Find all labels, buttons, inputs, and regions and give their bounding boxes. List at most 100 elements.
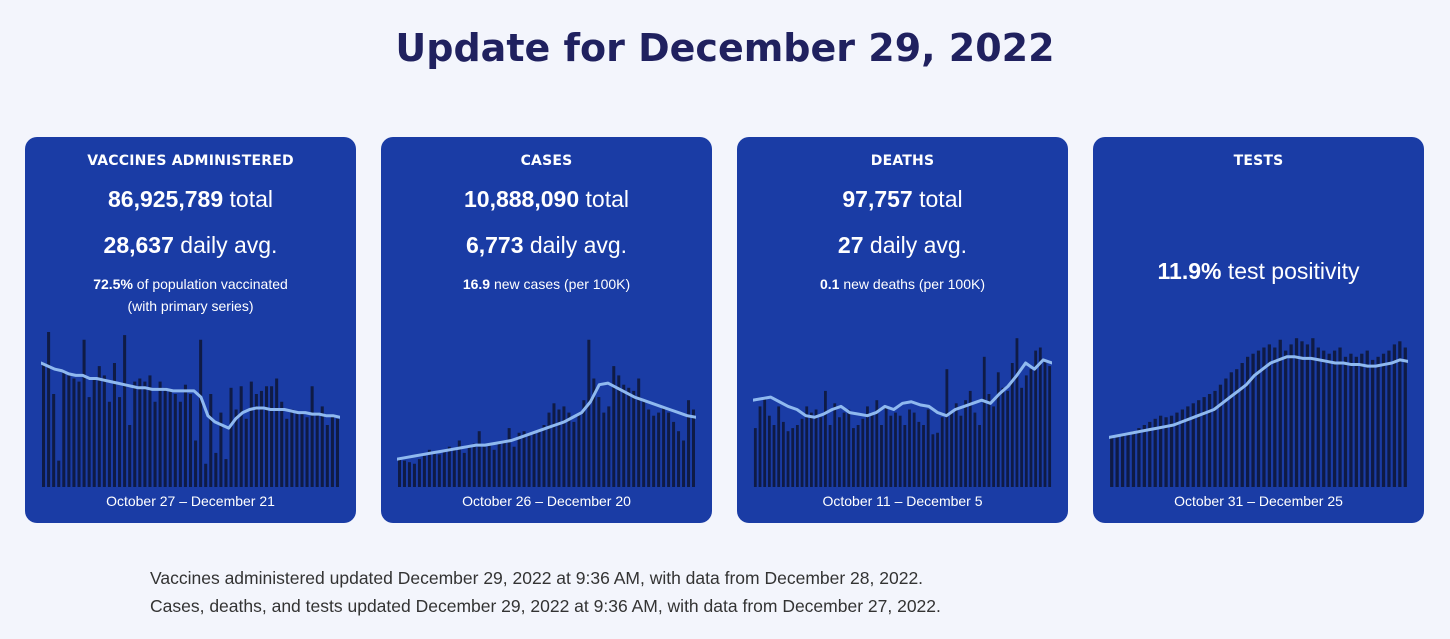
bar — [1137, 428, 1141, 487]
bar — [763, 397, 767, 487]
trend-line — [1109, 355, 1408, 439]
vaccines-update-note: Vaccines administered updated December 2… — [150, 568, 924, 588]
bar — [791, 428, 795, 487]
bar — [1164, 417, 1168, 487]
bar — [290, 409, 294, 487]
bar — [889, 415, 893, 487]
bar — [265, 386, 269, 487]
bar — [852, 428, 855, 487]
bar — [320, 406, 324, 487]
bar — [908, 409, 911, 487]
bar — [662, 406, 666, 487]
date-range: October 27 – December 21 — [106, 493, 275, 509]
bar — [254, 394, 258, 487]
bar — [870, 412, 874, 487]
bar — [325, 425, 329, 487]
bar — [1120, 434, 1125, 487]
bar — [597, 397, 601, 487]
bar — [447, 446, 451, 487]
positivity-suffix: test positivity — [1221, 258, 1360, 284]
bar — [912, 412, 916, 487]
cases-update-note: Cases, deaths, and tests updated Decembe… — [150, 596, 941, 616]
bar — [602, 412, 606, 487]
bar — [1354, 356, 1358, 487]
bar — [457, 440, 461, 487]
bar — [229, 387, 233, 487]
bar — [687, 400, 691, 487]
bar — [959, 415, 963, 487]
bar — [522, 431, 526, 487]
bar — [442, 451, 446, 487]
bar — [1349, 353, 1353, 487]
bar — [1300, 341, 1304, 487]
bar — [842, 412, 846, 487]
bar — [173, 394, 177, 487]
bar — [622, 384, 626, 487]
bar — [1043, 359, 1047, 487]
positivity-value: 11.9% — [1157, 258, 1222, 284]
bar — [497, 443, 501, 487]
bar — [1010, 363, 1014, 487]
bar — [587, 339, 591, 487]
bar — [772, 425, 776, 487]
bar — [214, 452, 218, 487]
deaths-chart — [753, 338, 1052, 487]
total-suffix: total — [223, 186, 274, 212]
bar — [1381, 353, 1386, 487]
bar — [87, 397, 91, 487]
bar — [810, 412, 813, 487]
card-title: VACCINES ADMINISTERED — [87, 153, 294, 169]
tests-chart — [1109, 338, 1408, 487]
bar — [1392, 344, 1397, 487]
bar — [507, 428, 511, 487]
bar — [249, 381, 253, 487]
avg-suffix: daily avg. — [523, 232, 628, 258]
bar — [1251, 353, 1255, 487]
bar — [805, 406, 809, 487]
bar — [407, 462, 411, 487]
bar — [800, 418, 804, 487]
bar — [1376, 356, 1380, 487]
bar — [1213, 390, 1217, 487]
total-stat: 97,757 total — [737, 186, 1068, 213]
bar — [667, 412, 671, 487]
bar — [1006, 390, 1010, 487]
bar — [1207, 394, 1212, 487]
bar — [572, 421, 576, 487]
cases-chart — [397, 339, 696, 487]
bar — [1240, 363, 1244, 487]
bar — [931, 434, 935, 487]
avg-value: 28,637 — [103, 232, 174, 258]
bar — [487, 445, 491, 487]
bar — [224, 459, 228, 487]
date-range: October 31 – December 25 — [1174, 493, 1343, 509]
bar — [492, 449, 496, 487]
bar — [992, 406, 995, 487]
bar — [295, 412, 299, 487]
bar — [786, 431, 790, 487]
bar — [178, 401, 182, 487]
bar — [532, 432, 536, 487]
date-range: October 26 – December 20 — [462, 493, 631, 509]
bar — [866, 406, 869, 487]
bar — [894, 412, 897, 487]
bar — [1338, 347, 1342, 487]
bar — [42, 363, 46, 487]
bar — [47, 332, 51, 487]
note-suffix: new cases (per 100K) — [490, 276, 631, 292]
bar — [270, 386, 274, 487]
bar — [1159, 415, 1163, 487]
bar — [1235, 369, 1239, 487]
bar — [57, 460, 61, 487]
bar — [982, 356, 986, 487]
bar — [926, 409, 930, 487]
bar — [1191, 403, 1195, 487]
bar — [838, 417, 841, 487]
bar — [819, 417, 823, 487]
bar — [1403, 347, 1407, 487]
bar — [427, 449, 431, 487]
bar — [884, 406, 888, 487]
bar — [1311, 338, 1315, 487]
note-suffix: of population vaccinated — [132, 276, 288, 292]
bar — [968, 390, 972, 487]
